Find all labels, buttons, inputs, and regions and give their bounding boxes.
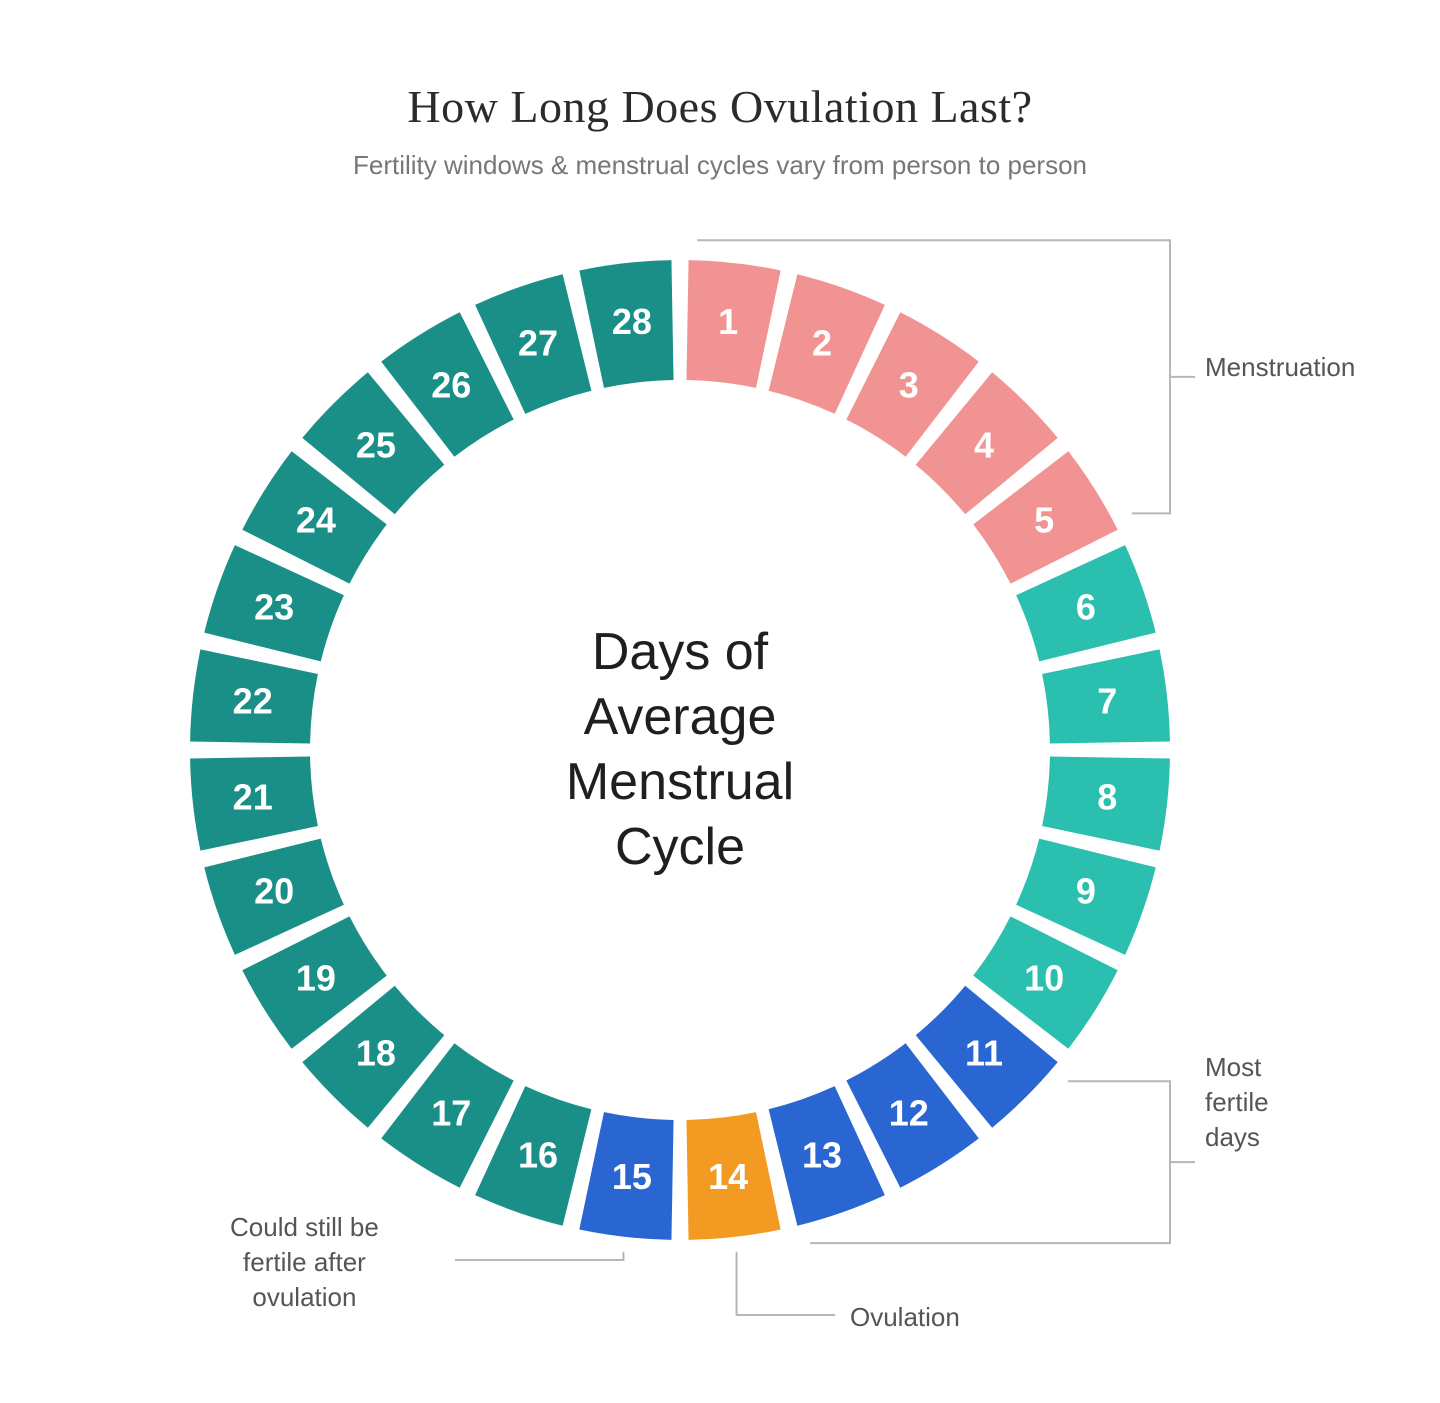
day-number-8: 8 (1097, 777, 1117, 818)
day-number-5: 5 (1034, 500, 1054, 541)
day-number-27: 27 (518, 323, 558, 364)
day-number-18: 18 (356, 1033, 396, 1074)
callout-ovulation: Ovulation (850, 1300, 960, 1335)
day-number-22: 22 (233, 680, 273, 721)
day-number-21: 21 (233, 777, 273, 818)
day-number-1: 1 (718, 301, 738, 342)
callout-post-fertile: Could still befertile afterovulation (230, 1210, 379, 1315)
day-number-7: 7 (1097, 680, 1117, 721)
day-number-4: 4 (974, 424, 994, 465)
day-number-26: 26 (431, 364, 471, 405)
day-number-12: 12 (889, 1093, 929, 1134)
day-number-23: 23 (254, 586, 294, 627)
menstrual-cycle-ring-chart: 1234567891011121314151617181920212223242… (155, 225, 1205, 1275)
day-number-15: 15 (612, 1156, 652, 1197)
day-number-2: 2 (812, 323, 832, 364)
callout-menstruation: Menstruation (1205, 350, 1355, 385)
day-number-19: 19 (296, 957, 336, 998)
chart-center-label: Days ofAverageMenstrualCycle (566, 620, 794, 880)
callout-fertile: Mostfertiledays (1205, 1050, 1269, 1155)
page-subtitle: Fertility windows & menstrual cycles var… (0, 150, 1440, 181)
day-number-10: 10 (1024, 957, 1064, 998)
day-number-16: 16 (518, 1134, 558, 1175)
day-number-20: 20 (254, 871, 294, 912)
day-number-9: 9 (1076, 871, 1096, 912)
page-title: How Long Does Ovulation Last? (0, 80, 1440, 133)
day-number-13: 13 (802, 1134, 842, 1175)
day-number-6: 6 (1076, 586, 1096, 627)
day-number-3: 3 (899, 364, 919, 405)
page: How Long Does Ovulation Last? Fertility … (0, 0, 1440, 1403)
day-number-14: 14 (708, 1156, 748, 1197)
day-number-24: 24 (296, 500, 336, 541)
day-number-17: 17 (431, 1093, 471, 1134)
day-number-28: 28 (612, 301, 652, 342)
day-number-11: 11 (965, 1033, 1003, 1074)
day-number-25: 25 (356, 424, 396, 465)
